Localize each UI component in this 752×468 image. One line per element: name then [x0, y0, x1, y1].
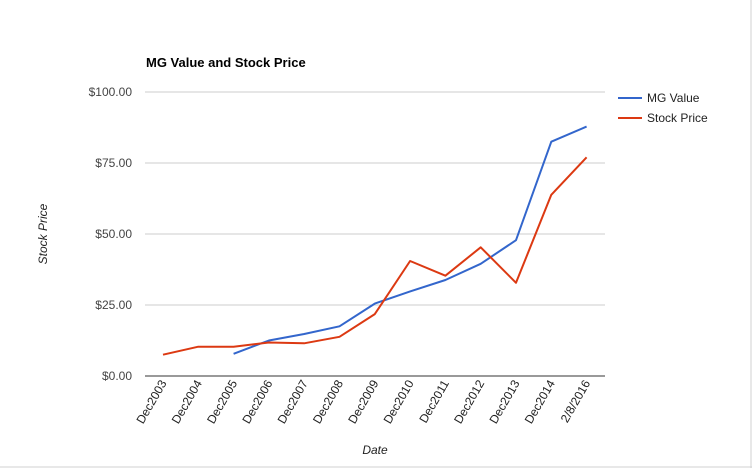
x-tick-label: Dec2013 [486, 377, 522, 426]
x-tick-label: Dec2005 [204, 377, 240, 426]
x-tick-label: 2/8/2016 [558, 377, 594, 425]
series-line-mg-value [233, 125, 587, 355]
legend-label: Stock Price [647, 111, 708, 125]
y-axis-title: Stock Price [36, 203, 50, 264]
x-tick-label: Dec2006 [239, 377, 275, 426]
chart-title: MG Value and Stock Price [146, 55, 306, 70]
legend-label: MG Value [647, 91, 700, 105]
gridlines [145, 91, 605, 377]
y-tick-label: $0.00 [102, 369, 132, 383]
x-tick-label: Dec2004 [169, 377, 205, 426]
x-tick-label: Dec2014 [522, 377, 558, 426]
x-axis-title: Date [362, 443, 388, 457]
x-tick-label: Dec2003 [133, 377, 169, 426]
x-tick-label: Dec2009 [345, 377, 381, 426]
y-tick-label: $25.00 [95, 298, 132, 312]
series-line-stock-price [162, 156, 588, 356]
legend: MG Value Stock Price [618, 91, 708, 125]
x-tick-labels: Dec2003 Dec2004 Dec2005 Dec2006 Dec2007 Dec20… [133, 377, 593, 426]
x-tick-label: Dec2007 [275, 377, 311, 426]
x-tick-label: Dec2011 [416, 377, 452, 425]
y-tick-label: $50.00 [95, 227, 132, 241]
x-tick-label: Dec2008 [310, 377, 346, 426]
y-tick-label: $75.00 [95, 156, 132, 170]
y-tick-labels: $0.00 $25.00 $50.00 $75.00 $100.00 [89, 85, 133, 383]
y-tick-label: $100.00 [89, 85, 133, 99]
x-tick-label: Dec2010 [381, 377, 417, 426]
x-tick-label: Dec2012 [451, 377, 487, 426]
series-lines [162, 125, 588, 356]
